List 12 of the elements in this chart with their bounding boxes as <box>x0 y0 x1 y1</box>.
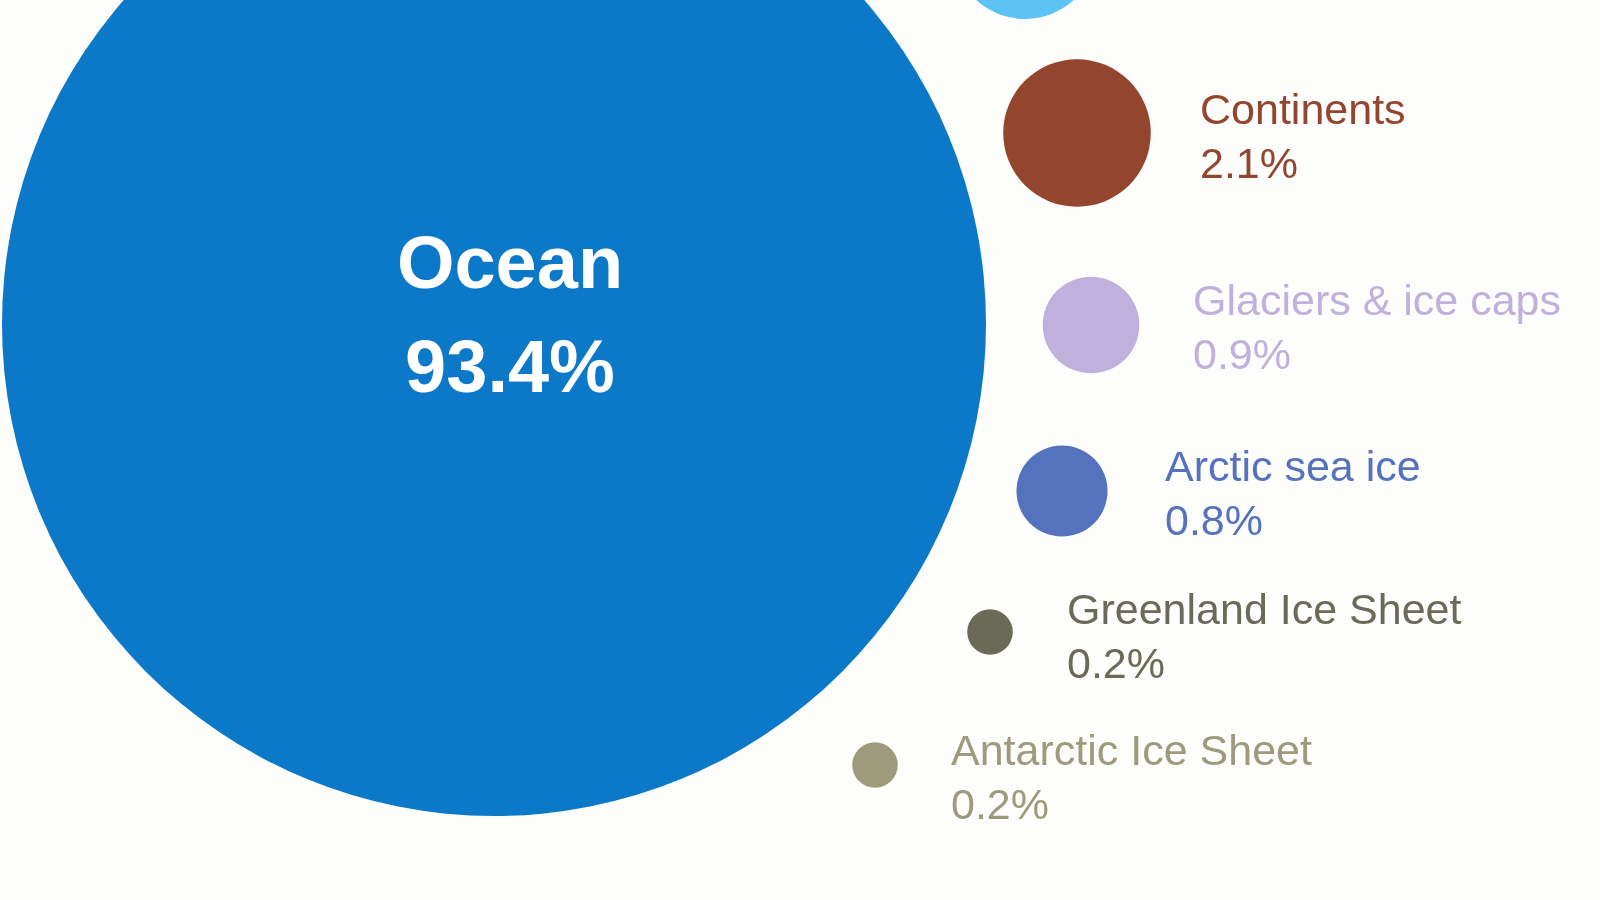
category-label: Glaciers & ice caps <box>1193 275 1562 324</box>
category-label: Greenland Ice Sheet <box>1067 584 1462 633</box>
data-label: 0.2% <box>1067 638 1166 687</box>
category-label: Antarctic Ice Sheet <box>951 725 1312 774</box>
data-label: 0.9% <box>1193 329 1292 378</box>
data-label: 2.1% <box>1200 138 1299 187</box>
data-label: 0.2% <box>951 779 1050 828</box>
category-label: Ocean <box>396 221 624 305</box>
data-label: 0.8% <box>1165 495 1264 544</box>
category-label: Continents <box>1200 84 1406 133</box>
data-label: 93.4% <box>405 325 615 409</box>
category-label: Arctic sea ice <box>1165 441 1421 490</box>
